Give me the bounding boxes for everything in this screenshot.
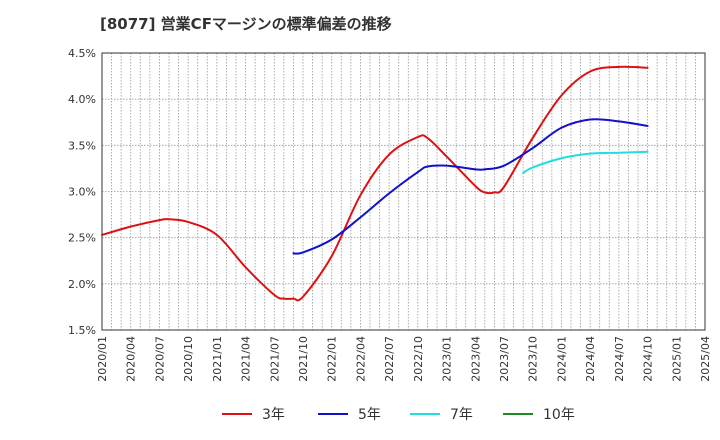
- series-lines: [101, 65, 649, 302]
- y-tick-label: 2.0%: [68, 278, 96, 291]
- legend-label: 5年: [358, 407, 381, 423]
- y-tick-label: 3.0%: [68, 186, 96, 199]
- axes: 1.5% 2.0% 2.5% 3.0% 3.5% 4.0% 4.5% 2020/01 2020/…: [68, 47, 712, 382]
- legend: 3年 5年 7年 10年: [222, 407, 575, 423]
- chart-title: [8077] 営業CFマージンの標準偏差の推移: [100, 15, 392, 33]
- series-line-2: [292, 118, 649, 255]
- y-tick-label: 4.0%: [68, 93, 96, 106]
- y-tick-label: 2.5%: [68, 232, 96, 245]
- x-tick-label: 2024/04: [584, 336, 597, 382]
- y-tick-label: 1.5%: [68, 324, 96, 337]
- grid: [101, 52, 706, 331]
- x-tick-label: 2021/10: [297, 336, 310, 382]
- x-tick-label: 2022/01: [326, 336, 339, 382]
- x-tick-label: 2020/10: [182, 336, 195, 382]
- x-tick-label: 2020/01: [96, 336, 109, 382]
- x-tick-label: 2020/04: [125, 336, 138, 382]
- x-tick-label: 2023/07: [498, 336, 511, 382]
- legend-label: 7年: [450, 407, 473, 423]
- x-tick-label: 2021/01: [211, 336, 224, 382]
- x-tick-label: 2023/01: [441, 336, 454, 382]
- plot-frame: [101, 52, 706, 331]
- x-tick-label: 2022/04: [354, 336, 367, 382]
- x-tick-label: 2022/07: [383, 336, 396, 382]
- y-tick-label: 4.5%: [68, 47, 96, 60]
- x-tick-label: 2021/04: [240, 336, 253, 382]
- series-line-3: [522, 150, 649, 175]
- x-tick-label: 2025/04: [699, 336, 712, 382]
- x-tick-label: 2023/04: [469, 336, 482, 382]
- x-tick-label: 2025/01: [670, 336, 683, 382]
- x-tick-label: 2024/01: [555, 336, 568, 382]
- legend-label: 3年: [262, 407, 285, 423]
- x-tick-label: 2022/10: [412, 336, 425, 382]
- legend-label: 10年: [543, 407, 575, 423]
- series-line-1: [101, 65, 649, 302]
- x-tick-label: 2024/07: [613, 336, 626, 382]
- x-tick-label: 2023/10: [527, 336, 540, 382]
- y-tick-label: 3.5%: [68, 139, 96, 152]
- x-tick-label: 2020/07: [153, 336, 166, 382]
- x-tick-label: 2024/10: [642, 336, 655, 382]
- x-tick-label: 2021/07: [268, 336, 281, 382]
